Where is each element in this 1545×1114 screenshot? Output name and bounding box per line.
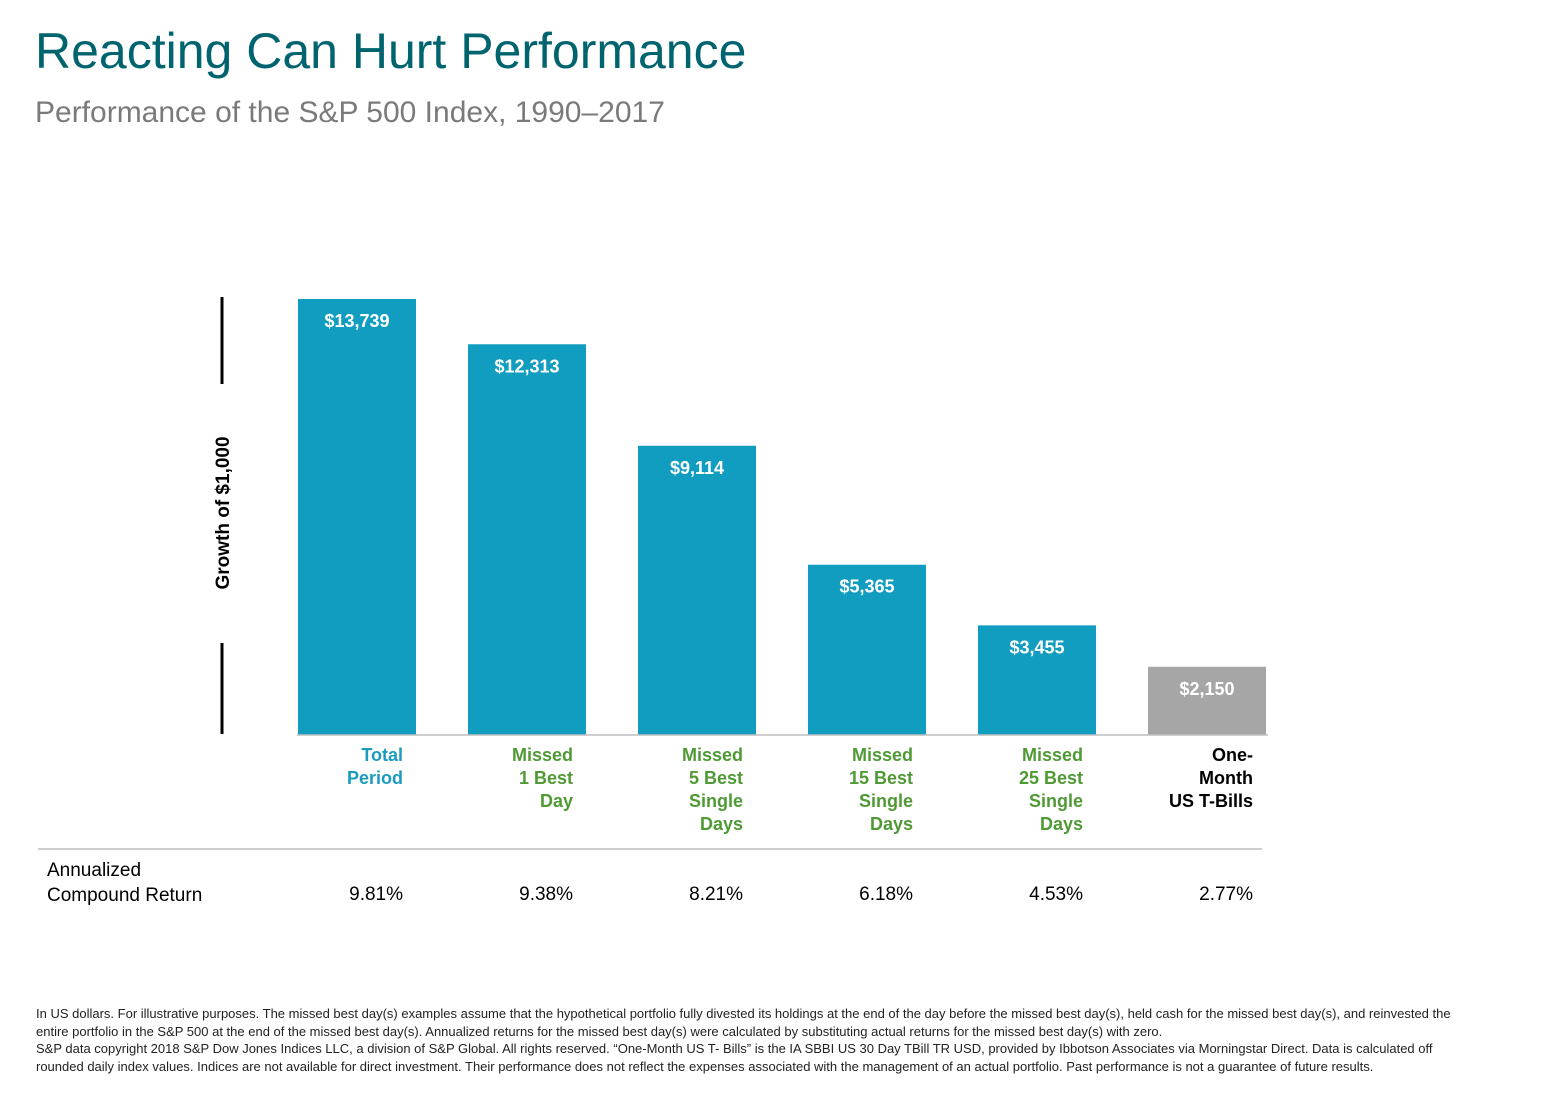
returns-header-line-1: Annualized [47,860,142,881]
category-label-1-line-2: Day [540,791,573,811]
footnote: In US dollars. For illustrative purposes… [36,1005,1456,1075]
bar-1 [468,344,586,735]
bar-value-label-0: $13,739 [324,311,389,331]
bar-2 [638,445,756,735]
category-label-0-line-1: Period [347,768,403,788]
page-subtitle: Performance of the S&P 500 Index, 1990–2… [35,96,665,129]
category-label-2-line-1: 5 Best [689,768,743,788]
category-label-2-line-2: Single [689,791,743,811]
bar-value-label-1: $12,313 [494,356,559,376]
category-label-1-line-1: 1 Best [519,768,573,788]
footnote-paragraph-2: S&P data copyright 2018 S&P Dow Jones In… [36,1041,1433,1074]
category-label-4-line-3: Days [1040,814,1083,834]
category-label-3-line-1: 15 Best [849,768,913,788]
category-label-4-line-1: 25 Best [1019,768,1083,788]
return-value-5: 2.77% [1199,884,1253,905]
returns-header-line-2: Compound Return [47,885,203,906]
category-label-4-line-2: Single [1029,791,1083,811]
returns-header: Annualized Compound Return [47,858,202,908]
category-label-4-line-0: Missed [1022,745,1083,765]
bars-group: $13,739 $12,313 $9,114 $5,365 $3,455 $2,150 [298,299,1266,735]
category-label-3-line-3: Days [870,814,913,834]
category-label-5-line-1: Month [1199,768,1253,788]
bar-value-label-4: $3,455 [1009,637,1064,657]
return-value-0: 9.81% [349,884,403,905]
category-label-1-line-0: Missed [512,745,573,765]
category-label-3-line-2: Single [859,791,913,811]
bar-value-label-2: $9,114 [670,458,724,478]
bar-0 [298,299,416,735]
category-label-0-line-0: Total [361,745,403,765]
return-value-3: 6.18% [859,884,913,905]
bar-value-label-3: $5,365 [839,577,894,597]
bar-3 [808,564,926,735]
page-title: Reacting Can Hurt Performance [35,23,747,79]
category-labels: Total Period Missed 1 Best Day Missed 5 Best Si… [347,745,1253,834]
return-value-1: 9.38% [519,884,573,905]
y-axis-label: Growth of $1,000 [213,436,234,589]
category-label-2-line-3: Days [700,814,743,834]
category-label-2-line-0: Missed [682,745,743,765]
footnote-paragraph-1: In US dollars. For illustrative purposes… [36,1006,1451,1039]
bar-5 [1148,666,1266,735]
category-label-5-line-0: One- [1212,745,1253,765]
return-value-4: 4.53% [1029,884,1083,905]
y-axis: Growth of $1,000 [213,297,234,734]
return-value-2: 8.21% [689,884,743,905]
bar-4 [978,625,1096,735]
bar-value-label-5: $2,150 [1179,679,1234,699]
category-label-3-line-0: Missed [852,745,913,765]
category-label-5-line-2: US T-Bills [1169,791,1253,811]
